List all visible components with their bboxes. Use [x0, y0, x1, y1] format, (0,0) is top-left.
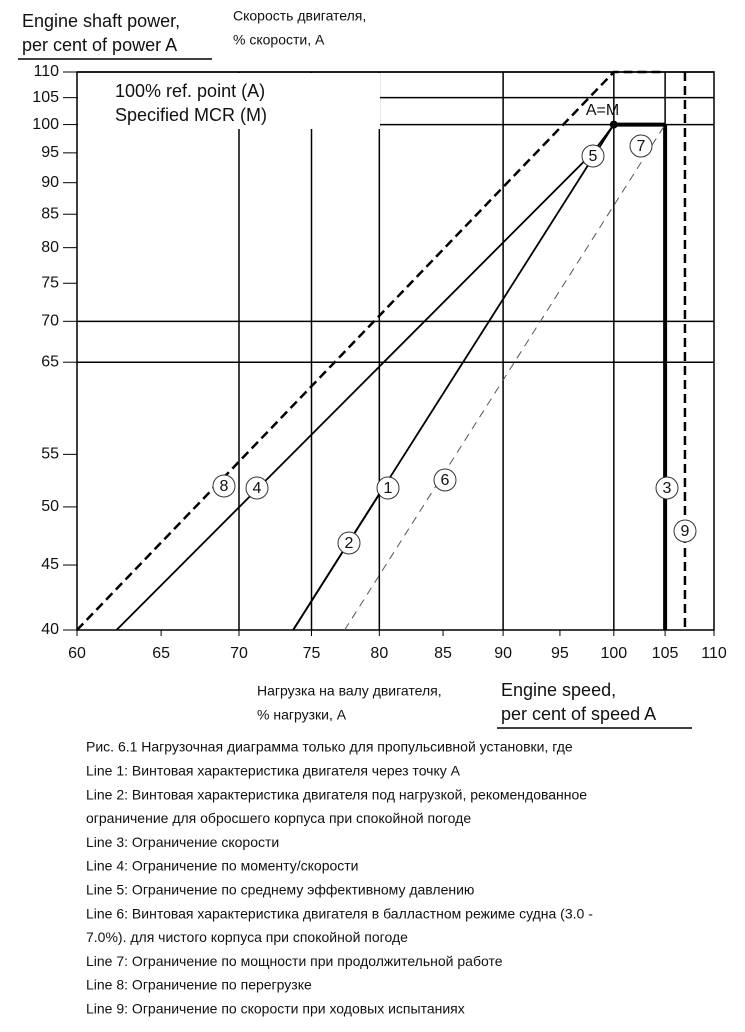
caption-line: Line 1: Винтовая характеристика двигател…: [86, 763, 461, 779]
x-tick-label: 90: [494, 645, 512, 662]
series-line: [115, 152, 594, 631]
y-tick-label: 110: [33, 63, 59, 80]
y-tick-label: 45: [41, 556, 59, 573]
y-tick-label: 90: [41, 174, 59, 191]
series-label-circle: [629, 134, 653, 158]
x-tick-label: 95: [551, 645, 569, 662]
caption-line: Рис. 6.1 Нагрузочная диаграмма только дл…: [86, 739, 573, 755]
ref-box: [78, 73, 380, 129]
series-label: 8: [220, 478, 229, 495]
ref-box-text: Specified MCR (M): [115, 105, 267, 125]
caption-line: 7.0%). для чистого корпуса при спокойной…: [86, 929, 408, 945]
series-line: [292, 493, 381, 631]
y-tick-label: 65: [41, 353, 59, 370]
x-tick-label: 75: [303, 645, 321, 662]
series-label-circle: [212, 474, 236, 498]
series-label: 4: [253, 480, 262, 497]
y-tick-label: 85: [41, 205, 59, 222]
caption-line: Line 4: Ограничение по моменту/скорости: [86, 858, 359, 874]
x-tick-label: 110: [701, 645, 727, 662]
caption-line: Line 2: Винтовая характеристика двигател…: [86, 786, 587, 802]
caption-line: Line 8: Ограничение по перегрузке: [86, 977, 312, 993]
y-tick-label: 55: [41, 446, 59, 463]
x-axis-title: Engine speed,: [501, 680, 616, 700]
caption-line: Line 9: Ограничение по скорости при ходо…: [86, 1001, 465, 1017]
series-label-circle: [655, 476, 679, 500]
series-label-circle: [337, 531, 361, 555]
series-label: 6: [441, 472, 450, 489]
x-axis-title: per cent of speed A: [501, 704, 656, 724]
x-tick-label: 105: [652, 645, 679, 662]
series-label-circle: [245, 476, 269, 500]
x-tick-label: 65: [152, 645, 170, 662]
series-label-circle: [673, 519, 697, 543]
y-tick-label: 100: [32, 116, 59, 133]
caption-line: Line 3: Ограничение скорости: [86, 834, 279, 850]
x-tick-label: 85: [434, 645, 452, 662]
x-tick-label: 80: [370, 645, 388, 662]
series-line: [344, 124, 666, 631]
series-label: 9: [681, 523, 690, 540]
point-marker: [609, 120, 618, 129]
series-label: 5: [589, 148, 598, 165]
x-tick-label: 100: [600, 645, 627, 662]
series-label: 7: [637, 138, 646, 155]
caption: Рис. 6.1 Нагрузочная диаграмма только дл…: [86, 739, 593, 1017]
y-tick-label: 40: [41, 621, 59, 638]
x-tick-label: 70: [230, 645, 248, 662]
series-line: [76, 70, 666, 631]
series-label: 2: [345, 535, 354, 552]
caption-line: Line 7: Ограничение по мощности при прод…: [86, 953, 503, 969]
series-label-circle: [433, 468, 457, 492]
series-label-circle: [376, 476, 400, 500]
caption-line: Line 6: Винтовая характеристика двигател…: [86, 905, 593, 921]
plot-frame: [76, 71, 715, 631]
y-tick-label: 80: [41, 239, 59, 256]
point-label: A=M: [586, 102, 619, 119]
y-axis-title: per cent of power A: [22, 35, 177, 55]
series-label-circle: [581, 144, 605, 168]
y-axis-title: Engine shaft power,: [22, 11, 180, 31]
y-tick-label: 50: [41, 498, 59, 515]
y-tick-label: 105: [32, 89, 59, 106]
y-tick-label: 75: [41, 274, 59, 291]
x-axis-title-ru: Нагрузка на валу двигателя,: [257, 683, 442, 699]
series-label: 3: [663, 480, 672, 497]
y-tick-label: 70: [41, 313, 59, 330]
x-tick-label: 60: [68, 645, 86, 662]
y-axis-title-ru: % скорости, A: [233, 32, 325, 48]
caption-line: ограничение для обросшего корпуса при сп…: [86, 810, 471, 826]
caption-line: Line 5: Ограничение по среднему эффектив…: [86, 882, 474, 898]
y-axis-title-ru: Скорость двигателя,: [233, 8, 366, 24]
y-tick-label: 95: [41, 144, 59, 161]
x-axis-title-ru: % нагрузки, A: [257, 707, 347, 723]
ref-box-text: 100% ref. point (A): [115, 81, 265, 101]
series-label: 1: [384, 480, 393, 497]
